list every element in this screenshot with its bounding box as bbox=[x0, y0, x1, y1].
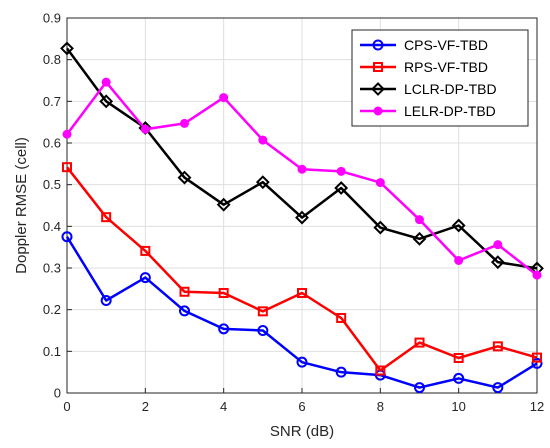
data-point bbox=[99, 94, 114, 109]
legend-item: LELR-DP-TBD bbox=[360, 103, 496, 119]
y-axis-label: Doppler RMSE (cell) bbox=[13, 137, 30, 274]
data-point bbox=[219, 93, 229, 103]
legend-swatch-marker bbox=[371, 82, 385, 96]
data-point bbox=[532, 352, 542, 363]
data-point bbox=[60, 41, 74, 56]
data-point bbox=[180, 118, 189, 128]
legend-item: CPS-VF-TBD bbox=[360, 37, 488, 53]
data-point bbox=[297, 288, 307, 298]
legend: CPS-VF-TBD RPS-VF-TBD LCLR-DP-TBD LELR-DP-T… bbox=[351, 29, 529, 127]
x-tick-label: 12 bbox=[530, 399, 544, 414]
x-tick-label: 10 bbox=[451, 399, 465, 414]
data-point bbox=[336, 313, 347, 323]
x-tick-label: 6 bbox=[298, 399, 305, 414]
data-point bbox=[492, 341, 503, 352]
data-point bbox=[101, 212, 112, 223]
x-axis-label: SNR (dB) bbox=[270, 423, 334, 440]
data-point bbox=[140, 245, 151, 256]
data-point bbox=[218, 288, 229, 298]
legend-swatch-marker bbox=[372, 39, 384, 51]
data-point bbox=[139, 272, 151, 284]
data-point bbox=[101, 77, 111, 87]
series-rps-vf-tbd bbox=[62, 162, 542, 376]
x-tick-label: 0 bbox=[63, 399, 70, 414]
series-lelr-dp-tbd bbox=[62, 77, 542, 280]
data-point bbox=[100, 295, 112, 306]
data-point bbox=[334, 181, 349, 195]
legend-item: LCLR-DP-TBD bbox=[360, 81, 497, 97]
data-point bbox=[257, 306, 268, 317]
data-point bbox=[177, 170, 192, 185]
legend-label: CPS-VF-TBD bbox=[404, 37, 488, 53]
data-point bbox=[255, 175, 270, 190]
x-tick-label: 2 bbox=[142, 399, 149, 414]
data-point bbox=[531, 357, 543, 369]
data-point bbox=[295, 210, 309, 225]
data-point bbox=[140, 124, 150, 134]
data-point bbox=[62, 129, 72, 139]
data-point bbox=[453, 372, 465, 384]
legend-label: LCLR-DP-TBD bbox=[404, 81, 497, 97]
data-point bbox=[258, 135, 268, 145]
y-tick-label: 0 bbox=[54, 386, 61, 401]
data-point bbox=[61, 231, 73, 243]
data-point bbox=[453, 353, 464, 363]
data-point bbox=[415, 215, 424, 225]
data-point bbox=[296, 356, 308, 368]
y-tick-label: 0.5 bbox=[43, 177, 61, 192]
data-point bbox=[412, 231, 427, 246]
series-cps-vf-tbd bbox=[61, 231, 543, 394]
y-tick-label: 0.7 bbox=[43, 94, 61, 109]
y-tick-label: 0.1 bbox=[43, 344, 61, 359]
data-point bbox=[297, 164, 307, 174]
data-point bbox=[257, 325, 269, 336]
data-point bbox=[216, 197, 231, 212]
y-tick-label: 0.9 bbox=[43, 11, 61, 26]
legend-label: RPS-VF-TBD bbox=[404, 59, 488, 75]
data-point bbox=[179, 286, 190, 297]
data-point bbox=[373, 220, 388, 235]
y-tick-label: 0.8 bbox=[43, 52, 61, 67]
data-point bbox=[490, 255, 505, 270]
series-layer bbox=[60, 41, 544, 394]
data-point bbox=[451, 218, 466, 233]
data-point bbox=[335, 366, 347, 378]
data-point bbox=[62, 162, 72, 173]
data-point bbox=[454, 256, 464, 265]
series-line bbox=[66, 166, 538, 372]
data-point bbox=[179, 305, 190, 317]
x-tick-label: 4 bbox=[220, 399, 227, 414]
y-tick-label: 0.6 bbox=[43, 136, 61, 151]
data-point bbox=[492, 382, 504, 394]
legend-swatch-marker bbox=[373, 62, 383, 72]
y-tick-label: 0.2 bbox=[43, 302, 61, 317]
data-point bbox=[375, 365, 386, 376]
data-point bbox=[493, 240, 503, 250]
data-point bbox=[532, 270, 542, 280]
x-tick-label: 8 bbox=[377, 399, 384, 414]
data-point bbox=[218, 323, 230, 335]
legend-swatch-marker bbox=[373, 106, 383, 116]
y-tick-label: 0.4 bbox=[43, 219, 61, 234]
y-tick-label: 0.3 bbox=[43, 261, 61, 276]
data-point bbox=[375, 178, 385, 188]
data-point bbox=[414, 382, 425, 394]
data-point bbox=[414, 337, 425, 348]
data-point bbox=[336, 166, 346, 176]
legend-label: LELR-DP-TBD bbox=[404, 103, 496, 119]
series-line bbox=[65, 236, 538, 389]
axis-ticks: 0 2 4 6 8 10 12 0 0.1 0.2 0.3 0.4 0.5 0.6 0.7 0.8 0.9 bbox=[43, 11, 544, 415]
legend-item: RPS-VF-TBD bbox=[360, 59, 488, 75]
